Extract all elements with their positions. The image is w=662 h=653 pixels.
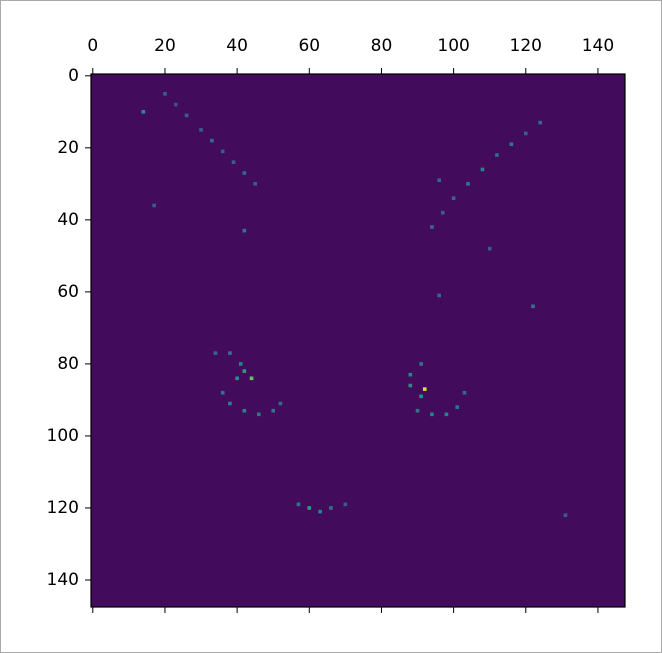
pixel [430,225,434,229]
pixel [495,153,499,157]
pixel [455,405,460,409]
pixel [523,131,528,136]
pixel [199,128,203,132]
pixel [462,390,467,395]
pixel [419,362,423,366]
pixel [173,102,178,107]
pixel [329,506,333,510]
pixel [430,412,434,417]
pixel [256,412,261,417]
x-tick-label: 0 [87,36,98,56]
x-tick-label: 120 [510,36,542,56]
pixel [531,304,535,309]
pixel [152,203,156,208]
y-tick-label: 100 [47,426,79,446]
pixel [210,138,214,143]
pixel [278,401,283,406]
axes-frame [90,73,626,608]
x-tick-label: 60 [298,36,320,56]
image [91,74,625,607]
pixel [220,149,225,154]
pixel [163,92,167,96]
x-tick-label: 40 [226,36,248,56]
y-tick-label: 60 [57,282,79,302]
y-tick-label: 80 [57,354,79,374]
image-background [91,74,625,607]
y-tick-label: 20 [57,138,79,158]
pixel [440,210,445,215]
pixel [296,502,301,507]
x-tick-label: 80 [371,36,393,56]
pixel [228,351,232,355]
pixel [242,171,247,175]
pixel [242,369,247,373]
pixel [238,362,243,366]
pixel [538,120,543,125]
pixel [437,178,441,183]
pixel [509,142,514,147]
pixel [307,506,312,510]
pixel [235,376,239,381]
pixel [466,182,470,186]
y-tick-label: 40 [57,210,79,230]
x-tick-label: 20 [154,36,176,56]
pixel [343,502,348,507]
pixel [141,110,146,114]
pixel [231,160,236,165]
y-tick-label: 0 [68,66,79,86]
pixel [415,408,420,413]
pixel [253,182,257,186]
y-tick-label: 140 [47,570,79,590]
axes: 0 20 40 60 80 100 120 140 0 20 40 60 80 100 120 140 [47,36,626,613]
pixel [437,293,441,298]
pixel [419,394,423,399]
pixel [480,167,485,172]
pixel [318,509,322,514]
pixel [242,228,247,233]
y-tick-label: 120 [47,498,79,518]
pixel [220,390,225,395]
pixel [249,376,254,381]
pixel [563,513,568,517]
pixel [271,408,276,413]
pixel [228,401,232,406]
pixel [444,412,449,417]
pixel [487,246,492,251]
pixel [213,351,218,355]
pixel [242,408,247,413]
pixel [408,383,413,388]
x-tick-label: 100 [437,36,469,56]
pixel [422,387,427,391]
pixel [408,372,413,377]
pixel [184,113,189,118]
pixel [451,196,456,201]
x-tick-label: 140 [582,36,614,56]
